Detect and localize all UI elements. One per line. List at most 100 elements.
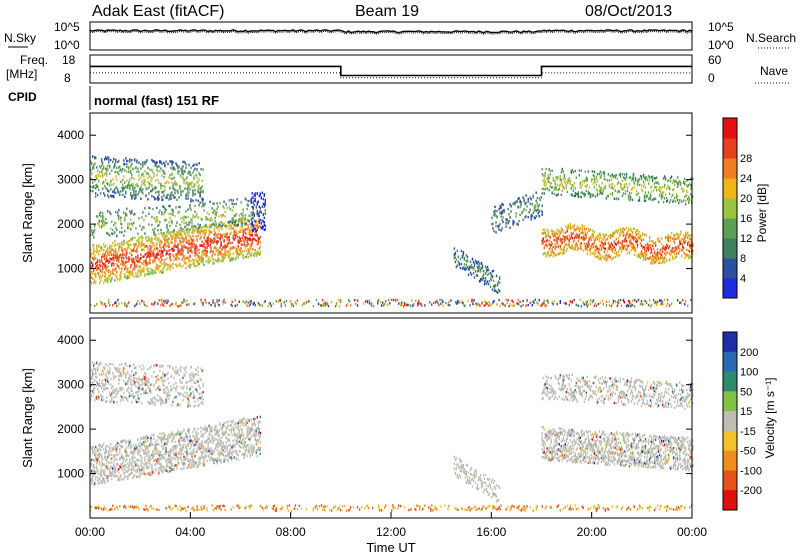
heatmap-cell (107, 475, 109, 478)
heatmap-cell (105, 279, 107, 282)
heatmap-cell (125, 460, 127, 463)
heatmap-cell (226, 250, 228, 253)
heatmap-cell (197, 199, 199, 202)
heatmap-cell (130, 165, 132, 168)
heatmap-cell (171, 241, 173, 245)
heatmap-cell (250, 201, 252, 204)
heatmap-cell (113, 223, 115, 227)
heatmap-cell (484, 304, 486, 307)
heatmap-cell (651, 254, 654, 257)
heatmap-cell (225, 235, 227, 239)
heatmap-cell (204, 234, 206, 237)
heatmap-cell (218, 259, 220, 262)
heatmap-cell (104, 257, 106, 260)
heatmap-cell (128, 271, 130, 274)
heatmap-cell (96, 177, 98, 180)
heatmap-cell (96, 247, 98, 251)
heatmap-cell (203, 242, 205, 246)
heatmap-cell (566, 247, 568, 250)
heatmap-cell (91, 261, 93, 265)
heatmap-cell (319, 304, 322, 307)
heatmap-cell (173, 182, 175, 186)
heatmap-cell (123, 211, 125, 214)
heatmap-cell (165, 181, 167, 184)
heatmap-cell (463, 258, 466, 261)
heatmap-cell (626, 231, 629, 235)
heatmap-cell (208, 229, 210, 232)
heatmap-cell (154, 301, 156, 304)
heatmap-cell (100, 279, 102, 282)
heatmap-cell (604, 234, 607, 237)
heatmap-cell (94, 162, 96, 166)
heatmap-cell (541, 204, 543, 208)
heatmap-cell (573, 194, 575, 198)
heatmap-cell (612, 256, 615, 259)
heatmap-cell (114, 221, 116, 224)
heatmap-cell (603, 171, 606, 174)
heatmap-cell (198, 262, 200, 265)
heatmap-cell (554, 188, 556, 191)
heatmap-cell (492, 269, 495, 273)
heatmap-cell (178, 253, 180, 256)
heatmap-cell (204, 239, 206, 242)
heatmap-cell (135, 193, 137, 197)
heatmap-cell (654, 300, 657, 304)
heatmap-cell (93, 446, 95, 449)
heatmap-cell (121, 186, 123, 189)
heatmap-cell (476, 262, 479, 265)
heatmap-cell (190, 183, 192, 186)
heatmap-cell (105, 156, 107, 159)
heatmap-cell (638, 199, 641, 202)
heatmap-cell (453, 247, 456, 250)
heatmap-cell (626, 244, 629, 247)
heatmap-cell (93, 483, 95, 486)
heatmap-cell (468, 266, 471, 269)
heatmap-cell (264, 209, 266, 212)
heatmap-cell (680, 183, 682, 186)
heatmap-cell (637, 232, 640, 236)
heatmap-cell (92, 155, 94, 158)
heatmap-cell (111, 474, 113, 477)
heatmap-cell (225, 245, 227, 249)
heatmap-cell (478, 303, 480, 306)
heatmap-cell (236, 251, 238, 254)
heatmap-cell (195, 253, 197, 257)
heatmap-cell (214, 212, 216, 216)
heatmap-cell (493, 299, 495, 303)
heatmap-cell (643, 183, 646, 186)
heatmap-cell (185, 235, 187, 238)
heatmap-cell (105, 251, 107, 255)
noise-tick-top: 10^5 (54, 20, 80, 34)
heatmap-cell (648, 176, 651, 179)
heatmap-cell (685, 253, 687, 256)
heatmap-cell (582, 238, 584, 241)
heatmap-cell (239, 219, 241, 222)
heatmap-cell (159, 245, 161, 248)
heatmap-cell (605, 253, 608, 256)
heatmap-cell (138, 178, 140, 181)
heatmap-cell (235, 256, 237, 260)
heatmap-cell (113, 268, 115, 271)
heatmap-cell (652, 259, 655, 263)
heatmap-cell (642, 238, 645, 241)
heatmap-cell (591, 170, 594, 173)
heatmap-cell (120, 245, 122, 248)
heatmap-cell (132, 222, 134, 225)
heatmap-cell (132, 269, 134, 272)
heatmap-cell (591, 232, 594, 235)
heatmap-cell (658, 299, 661, 302)
heatmap-cell (589, 234, 592, 238)
heatmap-cell (532, 196, 534, 199)
heatmap-cell (108, 461, 110, 464)
heatmap-cell (124, 181, 126, 184)
heatmap-cell (102, 217, 104, 221)
heatmap-cell (575, 228, 577, 231)
heatmap-cell (242, 239, 244, 243)
heatmap-cell (667, 234, 670, 237)
heatmap-cell (129, 257, 131, 261)
heatmap-cell (201, 229, 203, 233)
heatmap-cell (161, 233, 163, 236)
heatmap-cell (108, 269, 110, 272)
heatmap-cell (200, 228, 202, 231)
heatmap-cell (151, 215, 153, 219)
